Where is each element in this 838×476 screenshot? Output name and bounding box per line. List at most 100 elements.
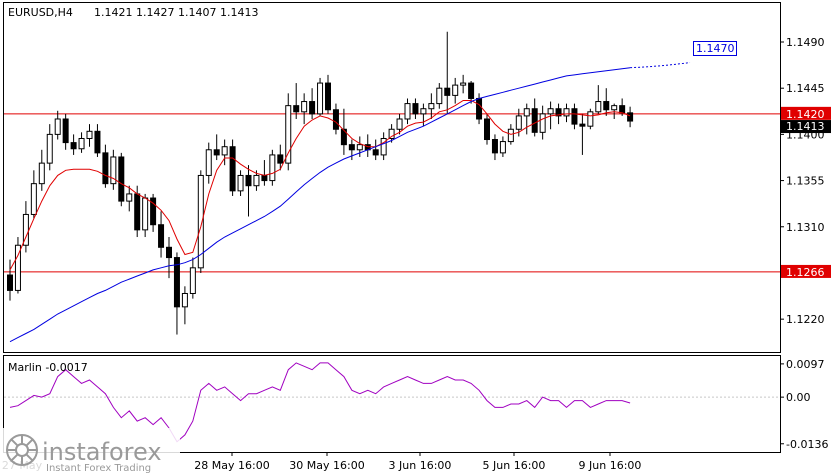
candle-body: [158, 224, 165, 248]
candle-body: [46, 133, 53, 164]
candle-body: [181, 292, 188, 308]
candle-body: [309, 101, 316, 115]
candle: [150, 193, 157, 232]
oscillator-title: Marlin -0.0017: [8, 361, 88, 374]
candle-body: [579, 123, 586, 127]
y-tick-label: 1.1355: [786, 175, 825, 188]
candle-body: [78, 137, 85, 150]
candle-body: [468, 82, 475, 99]
candle: [309, 88, 316, 119]
candle-body: [515, 115, 522, 130]
candle: [301, 93, 308, 125]
candle-body: [7, 274, 13, 291]
candle: [396, 113, 403, 135]
candle-body: [507, 128, 514, 143]
candle: [86, 124, 93, 147]
candle: [523, 103, 530, 135]
main-chart-frame: [3, 2, 781, 353]
candle: [38, 149, 45, 191]
target-label-box: [693, 41, 737, 56]
candle-body: [563, 108, 570, 117]
candle-body: [452, 84, 459, 96]
candle-body: [547, 108, 554, 115]
candle-body: [277, 154, 284, 164]
candle-body: [444, 87, 451, 96]
candle: [372, 139, 379, 161]
candle: [7, 259, 13, 301]
candle-body: [269, 154, 276, 182]
price-marker-label: 1.1413: [786, 120, 825, 133]
candle: [173, 252, 180, 335]
candle: [460, 74, 467, 94]
candle-body: [627, 112, 634, 122]
candle-body: [380, 137, 387, 156]
y-tick-label: 1.1310: [786, 221, 825, 234]
candle-body: [134, 193, 141, 231]
candle: [428, 93, 435, 119]
candle: [571, 103, 578, 130]
candle-body: [412, 103, 419, 115]
candle: [229, 139, 236, 196]
candle: [110, 149, 117, 190]
candle: [611, 103, 618, 119]
axes: 1.14901.14451.14001.13551.13101.12201.14…: [2, 36, 831, 472]
osc-y-tick-label: -0.0136: [786, 438, 828, 451]
candle: [213, 134, 220, 161]
candle-body: [340, 128, 347, 146]
candle: [293, 83, 300, 119]
candle-body: [142, 197, 149, 231]
candle: [388, 124, 395, 143]
candle: [412, 98, 419, 119]
candle-body: [531, 108, 538, 133]
brand-mark-icon: [6, 434, 38, 466]
candle: [70, 134, 77, 155]
candle: [277, 144, 284, 171]
candle-body: [54, 118, 61, 135]
candle: [205, 142, 212, 184]
candle-body: [356, 144, 363, 151]
oscillator-plot-area: [4, 362, 780, 443]
candle-body: [86, 130, 93, 139]
candle: [158, 211, 165, 258]
target-projection-line: [630, 62, 691, 69]
candle: [531, 98, 538, 137]
candle: [380, 132, 387, 161]
candle: [189, 257, 196, 299]
candle-body: [30, 183, 37, 215]
candle-body: [611, 105, 618, 111]
candle: [404, 98, 411, 125]
ohlc-readout: 1.1421 1.1427 1.1407 1.1413: [94, 6, 258, 19]
candle: [181, 286, 188, 325]
candle: [555, 103, 562, 125]
slow-ma-line: [9, 67, 631, 343]
candle-body: [396, 118, 403, 130]
candle: [126, 185, 133, 212]
candle-body: [22, 213, 29, 246]
candle-body: [317, 82, 324, 115]
marlin-line: [9, 362, 631, 443]
candle: [118, 152, 125, 207]
watermark-brand: instaforex: [42, 438, 162, 466]
candle: [221, 139, 228, 166]
candle: [491, 134, 498, 161]
candle-body: [14, 244, 21, 291]
candle: [468, 81, 475, 104]
x-tick-label: 28 May 16:00: [194, 459, 269, 472]
candle-body: [571, 108, 578, 125]
candle-body: [229, 146, 236, 192]
candle-body: [372, 149, 379, 156]
candle-body: [388, 128, 395, 139]
watermark-tagline: Instant Forex Trading: [46, 463, 151, 474]
candle-body: [62, 118, 69, 144]
candle-body: [476, 97, 483, 120]
candle-body: [484, 118, 490, 141]
x-tick-label: 30 May 16:00: [289, 459, 364, 472]
candle: [484, 113, 490, 145]
candle: [340, 108, 347, 155]
candle-body: [150, 197, 157, 226]
watermark-logo: instaforex Instant Forex Trading: [0, 428, 180, 474]
x-tick-label: 3 Jun 16:00: [389, 459, 452, 472]
candle-body: [595, 101, 602, 113]
candle-body: [603, 101, 610, 111]
